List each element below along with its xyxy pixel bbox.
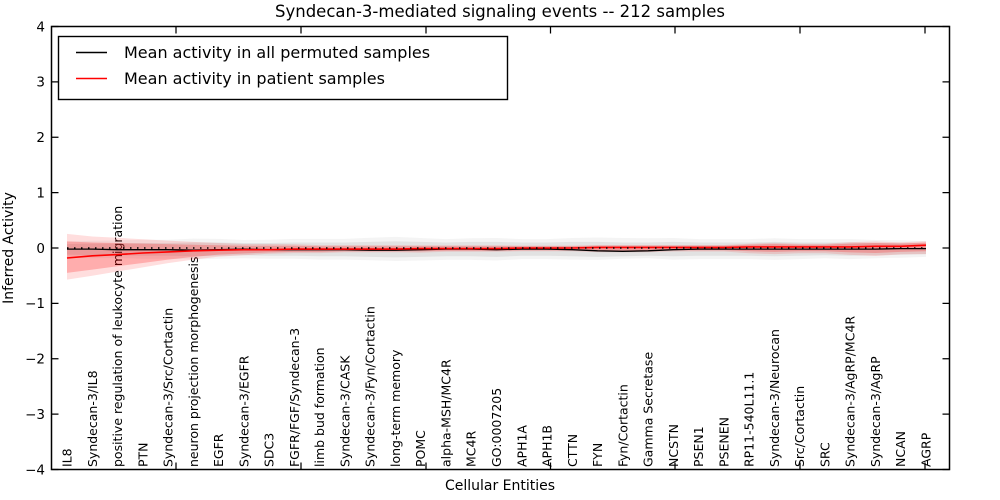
legend-label-permuted: Mean activity in all permuted samples — [124, 43, 430, 62]
x-category-label: IL8 — [60, 448, 75, 467]
mean-lines — [66, 244, 927, 259]
y-tick-label: −4 — [25, 462, 45, 478]
y-tick-label: −1 — [25, 296, 45, 312]
y-tick-label: −3 — [25, 407, 45, 423]
x-category-label: Gamma Secretase — [641, 352, 656, 467]
y-tick-label: 3 — [36, 75, 45, 91]
y-tick-label: 1 — [36, 185, 45, 201]
x-category-label: PTN — [135, 442, 150, 467]
x-category-label: FGFR/FGF/Syndecan-3 — [287, 328, 302, 467]
y-tick-label: 2 — [36, 130, 45, 146]
x-category-label: GO:0007205 — [489, 388, 504, 467]
x-category-label: Syndecan-3/CASK — [337, 355, 352, 467]
x-category-label: long-term memory — [388, 349, 403, 467]
x-category-label: POMC — [413, 430, 428, 467]
mean-line-patient — [66, 244, 927, 259]
x-category-label: Src/Cortactin — [792, 386, 807, 467]
x-category-label: positive regulation of leukocyte migrati… — [110, 206, 125, 467]
x-category-label: MC4R — [464, 431, 479, 467]
legend: Mean activity in all permuted samples Me… — [57, 35, 509, 101]
x-category-label: Syndecan-3/AgRP/MC4R — [843, 316, 858, 467]
x-category-label: Syndecan-3/Src/Cortactin — [161, 308, 176, 467]
x-category-label: PSENEN — [716, 417, 731, 467]
x-category-label: Fyn/Cortactin — [615, 384, 630, 467]
y-tick-label: 4 — [36, 19, 45, 35]
x-category-label: Syndecan-3/AgRP — [868, 356, 883, 467]
chart-title: Syndecan-3-mediated signaling events -- … — [275, 2, 725, 21]
x-category-label: Syndecan-3/IL8 — [85, 370, 100, 467]
x-category-label: AGRP — [919, 432, 934, 467]
x-axis-label: Cellular Entities — [445, 478, 555, 494]
x-category-label: limb bud formation — [312, 347, 327, 467]
x-category-label: RP11-540L11.1 — [742, 372, 757, 467]
x-category-labels: IL8 Syndecan-3/IL8 positive regulation of … — [60, 206, 934, 467]
x-category-label: NCAN — [893, 431, 908, 467]
x-category-label: APH1A — [514, 425, 529, 467]
x-category-label: neuron projection morphogenesis — [186, 256, 201, 467]
x-category-label: PSEN1 — [691, 426, 706, 467]
x-category-label: CTTN — [565, 434, 580, 467]
legend-label-patient: Mean activity in patient samples — [124, 69, 385, 88]
axes-frame: 4 3 2 1 0 −1 −2 −3 −4 — [25, 19, 951, 478]
x-category-label: Syndecan-3/EGFR — [236, 355, 251, 467]
x-category-label: Syndecan-3/Neurocan — [767, 329, 782, 467]
y-tick-label: 0 — [36, 241, 45, 257]
x-category-label: APH1B — [540, 425, 555, 467]
x-category-label: FYN — [590, 443, 605, 467]
x-category-label: EGFR — [211, 433, 226, 467]
confidence-band-patient-outer — [67, 233, 926, 280]
x-category-label: NCSTN — [666, 424, 681, 467]
y-tick-label: −2 — [25, 352, 45, 368]
x-category-label: SDC3 — [262, 433, 277, 467]
x-category-label: alpha-MSH/MC4R — [438, 359, 453, 467]
x-category-label: Syndecan-3/Fyn/Cortactin — [363, 306, 378, 467]
x-category-label: SRC — [817, 442, 832, 467]
legend-box — [57, 35, 509, 101]
y-axis-label: Inferred Activity — [1, 192, 17, 304]
